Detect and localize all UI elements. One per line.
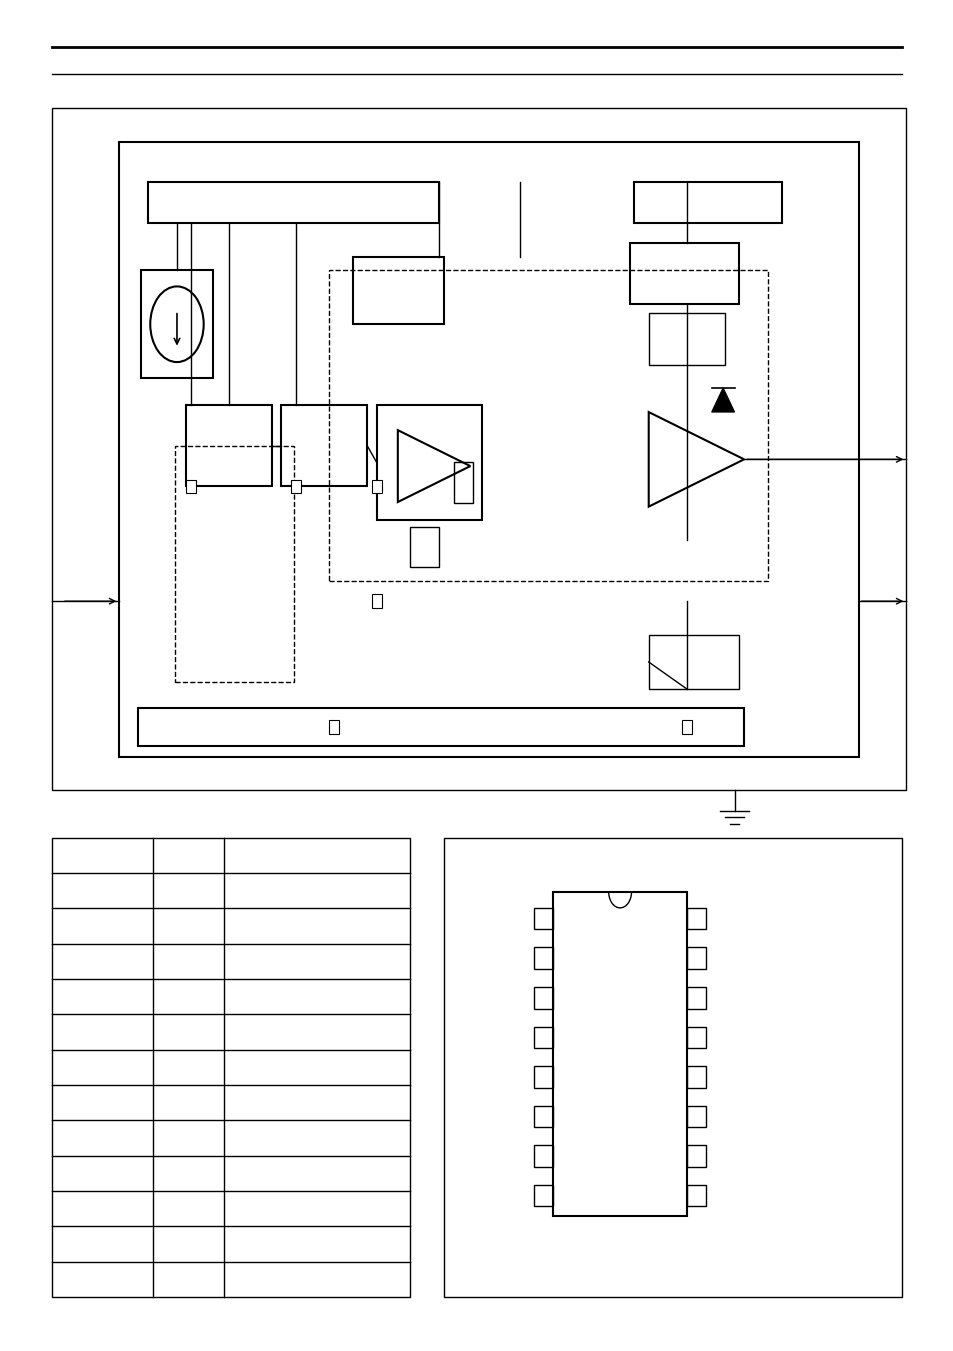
Bar [443, 838, 901, 1297]
Bar [648, 313, 724, 365]
Bar [454, 462, 473, 503]
Bar [686, 988, 705, 1009]
Bar [681, 720, 691, 734]
Bar [119, 142, 858, 757]
Bar [534, 1066, 553, 1088]
Bar [534, 1185, 553, 1206]
Bar [534, 1027, 553, 1048]
Bar [148, 182, 438, 223]
Bar [376, 405, 481, 520]
Bar [686, 908, 705, 929]
Bar [353, 257, 443, 324]
Bar [686, 947, 705, 969]
Bar [410, 527, 438, 567]
Bar [686, 1105, 705, 1127]
Bar [186, 405, 272, 486]
Bar [686, 1146, 705, 1167]
Bar [534, 1146, 553, 1167]
Bar [534, 947, 553, 969]
Bar [372, 480, 381, 493]
Bar [534, 988, 553, 1009]
Bar [534, 1105, 553, 1127]
Bar [291, 480, 300, 493]
Bar [553, 892, 686, 1216]
Bar [52, 108, 905, 790]
Bar [186, 480, 195, 493]
Bar [138, 708, 743, 746]
Bar [281, 405, 367, 486]
Bar [648, 635, 739, 689]
Bar [634, 182, 781, 223]
Bar [141, 270, 213, 378]
Bar [686, 1066, 705, 1088]
Bar [686, 1027, 705, 1048]
Bar [52, 838, 410, 1297]
Polygon shape [711, 388, 734, 412]
Bar [534, 908, 553, 929]
Bar [174, 446, 294, 682]
Bar [372, 594, 381, 608]
Bar [329, 270, 767, 581]
Bar [329, 720, 338, 734]
Bar [686, 1185, 705, 1206]
Bar [629, 243, 739, 304]
